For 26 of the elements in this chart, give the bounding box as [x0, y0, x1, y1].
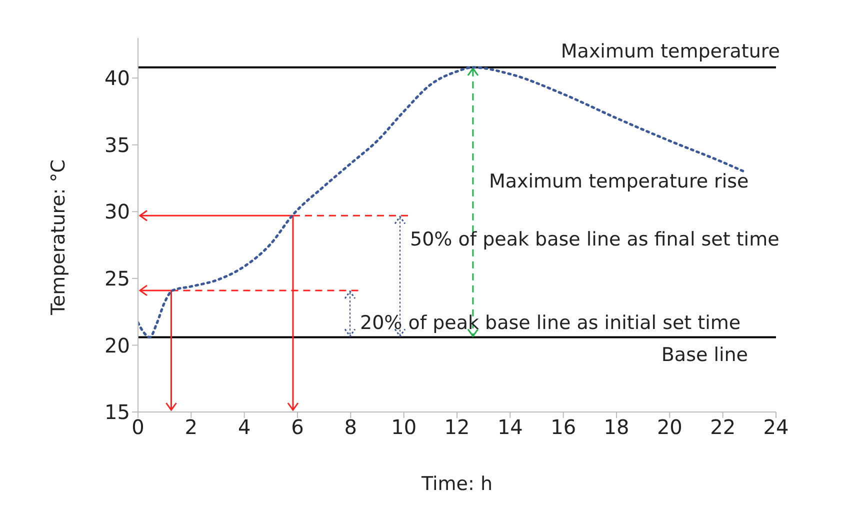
- ref-line-label: 20% of peak base line as initial set time: [360, 312, 741, 334]
- y-tick-label: 20: [104, 333, 130, 358]
- x-tick-label: 10: [391, 415, 417, 440]
- y-tick-label: 25: [104, 266, 130, 291]
- x-tick-label: 6: [291, 415, 304, 440]
- x-tick-label: 4: [238, 415, 251, 440]
- x-tick-label: 16: [550, 415, 576, 440]
- y-axis-title: Temperature: °C: [48, 159, 70, 316]
- x-tick-label: 22: [710, 415, 736, 440]
- ref-line-label: Maximum temperature rise: [488, 170, 749, 192]
- x-tick-label: 12: [444, 415, 470, 440]
- x-tick-label: 2: [184, 415, 198, 440]
- x-tick-label: 20: [656, 415, 682, 440]
- x-tick-label: 18: [604, 415, 630, 440]
- ref-line-label: 50% of peak base line as final set time: [410, 228, 780, 251]
- x-axis-title: Time: h: [420, 473, 492, 495]
- x-tick-label: 14: [497, 415, 523, 440]
- y-tick-label: 35: [104, 132, 130, 157]
- x-tick-label: 8: [344, 415, 358, 440]
- x-tick-label: 24: [763, 415, 789, 440]
- x-tick-label: 0: [132, 415, 144, 440]
- y-tick-label: 30: [104, 200, 130, 224]
- y-tick-label: 40: [104, 66, 130, 90]
- ref-line-label: Maximum temperature: [560, 40, 780, 62]
- ref-line-label: Base line: [661, 344, 748, 366]
- y-tick-label: 15: [104, 400, 130, 424]
